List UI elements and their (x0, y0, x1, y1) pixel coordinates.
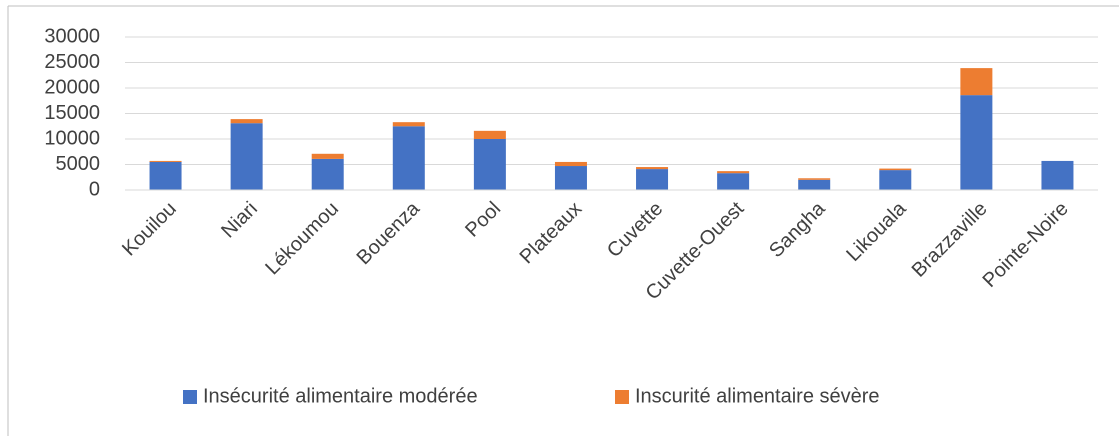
bar-segment (311, 158, 344, 190)
x-tick-label: Plateaux (516, 198, 587, 269)
y-tick-label: 15000 (44, 102, 100, 124)
bar-segment (636, 169, 669, 190)
y-tick-label: 20000 (44, 76, 100, 98)
bar-segment (636, 167, 669, 170)
x-tick-label: Kouilou (118, 198, 181, 261)
x-tick-label: Brazzaville (908, 198, 992, 282)
bar-segment (879, 168, 912, 171)
bar-segment (960, 68, 993, 96)
bar-segment (717, 171, 750, 174)
bar-segment (149, 161, 182, 190)
bar-segment (311, 153, 344, 159)
legend-swatch (615, 390, 629, 404)
legend-label: Inscurité alimentaire sévère (635, 385, 880, 407)
bar-segment (230, 119, 263, 124)
y-tick-label: 25000 (44, 51, 100, 73)
bar-segment (1041, 160, 1074, 190)
y-tick-label: 10000 (44, 127, 100, 149)
bar-segment (960, 95, 993, 190)
legend-label: Insécurité alimentaire modérée (203, 385, 478, 407)
bar-segment (230, 123, 263, 190)
bar-segment (717, 173, 750, 190)
y-tick-label: 0 (89, 178, 100, 200)
bar-segment (473, 139, 506, 190)
bar-segment (554, 161, 587, 167)
x-tick-label: Sangha (765, 197, 830, 262)
y-tick-label: 30000 (44, 25, 100, 47)
bar-segment (879, 170, 912, 190)
y-tick-label: 5000 (56, 153, 101, 175)
x-tick-label: Pool (461, 198, 505, 242)
bar-segment (554, 166, 587, 190)
bar-segment (798, 179, 831, 190)
x-tick-label: Cuvette (603, 198, 667, 262)
x-tick-label: Bouenza (353, 197, 425, 269)
x-tick-label: Likouala (842, 197, 911, 266)
bar-segment (392, 122, 425, 127)
x-tick-label: Niari (217, 198, 262, 243)
legend-swatch (183, 390, 197, 404)
bar-segment (473, 130, 506, 139)
bar-segment (798, 178, 831, 180)
x-tick-label: Lékoumou (261, 198, 343, 280)
bar-segment (392, 126, 425, 190)
x-tick-label: Pointe-Noire (979, 198, 1073, 292)
bar-segment (149, 160, 182, 162)
